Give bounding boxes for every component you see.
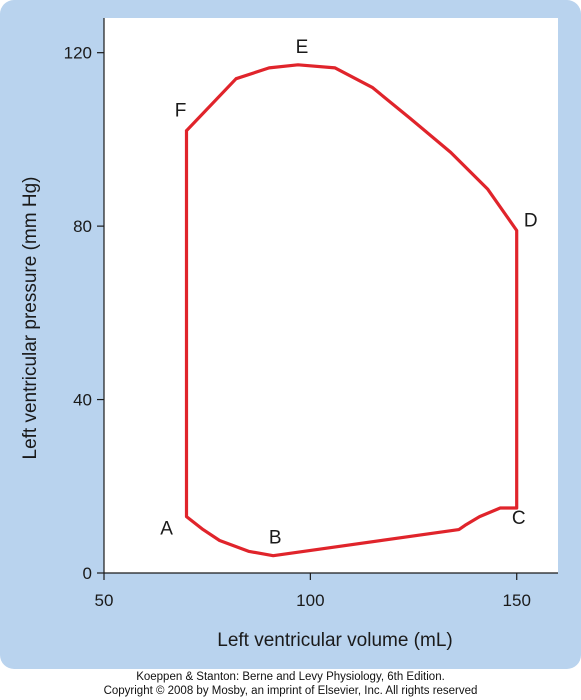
- x-tick-label: 100: [296, 591, 324, 610]
- x-tick-label: 150: [503, 591, 531, 610]
- point-label-e: E: [296, 37, 309, 58]
- point-label-f: F: [175, 101, 187, 122]
- y-tick-label: 0: [83, 564, 92, 583]
- figure-credits: Koeppen & Stanton: Berne and Levy Physio…: [0, 670, 581, 698]
- y-tick-label: 120: [64, 44, 92, 63]
- pressure-volume-chart: 0 40 80 120 50 100 150 A B C D E F Left ventricular …: [20, 18, 558, 651]
- y-axis-label: Left ventricular pressure (mm Hg): [20, 177, 41, 460]
- point-label-d: D: [524, 210, 538, 231]
- y-tick-label: 80: [73, 217, 92, 236]
- y-tick-label: 40: [73, 391, 92, 410]
- x-axis-label: Left ventricular volume (mL): [217, 630, 452, 651]
- pv-loop-line: [184, 63, 519, 558]
- point-label-a: A: [160, 519, 173, 540]
- plot-area: [104, 18, 558, 573]
- point-label-c: C: [512, 508, 526, 529]
- x-tick-label: 50: [95, 591, 114, 610]
- point-label-b: B: [269, 528, 282, 549]
- credits-line-1: Koeppen & Stanton: Berne and Levy Physio…: [136, 671, 445, 683]
- credits-line-2: Copyright © 2008 by Mosby, an imprint of…: [103, 685, 478, 697]
